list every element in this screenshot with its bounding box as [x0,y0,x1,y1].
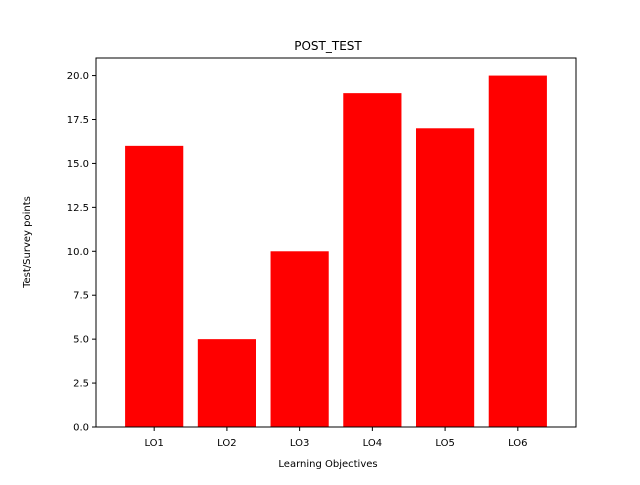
x-tick-label: LO5 [435,438,454,449]
x-tick-label: LO1 [144,438,163,449]
y-tick-label: 5.0 [73,335,89,346]
bar-lo4 [343,93,402,428]
x-tick-label: LO6 [508,438,527,449]
bar-lo2 [197,339,256,427]
bar-lo3 [270,251,329,427]
x-tick-label: LO4 [363,438,382,449]
x-tick-label: LO2 [217,438,236,449]
x-axis-ticks: LO1 LO2 LO3 LO4 LO5 LO6 [144,427,528,449]
bar-lo6 [488,75,547,428]
x-axis-label: Learning Objectives [278,459,377,470]
y-tick-label: 7.5 [73,291,89,302]
y-tick-label: 17.5 [67,115,89,126]
y-tick-label: 10.0 [67,247,89,258]
y-tick-label: 2.5 [73,379,89,390]
y-axis-ticks: 0.0 2.5 5.0 7.5 10.0 12.5 15.0 17.5 20.0 [67,71,96,434]
bar-lo1 [125,145,184,427]
chart-title: POST_TEST [294,39,362,53]
bars-group [125,75,547,428]
plot-frame [95,57,577,428]
bar-lo5 [416,128,475,428]
y-tick-label: 15.0 [67,159,89,170]
x-tick-label: LO3 [290,438,309,449]
y-tick-label: 0.0 [73,423,89,434]
y-tick-label: 20.0 [67,71,89,82]
y-tick-label: 12.5 [67,203,89,214]
y-axis-label: Test/Survey points [22,196,33,289]
